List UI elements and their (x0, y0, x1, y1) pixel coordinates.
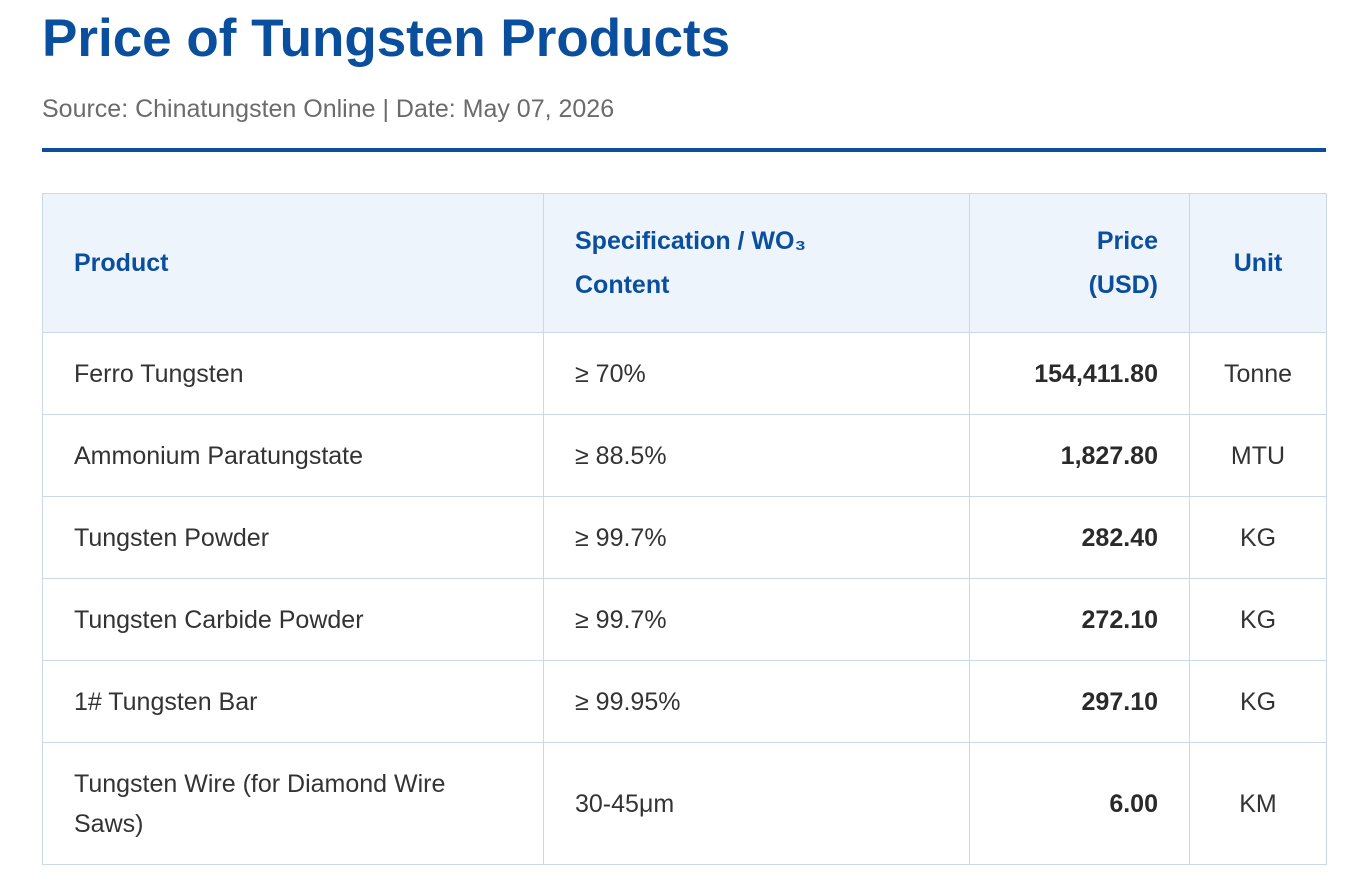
product-cell: Tungsten Wire (for Diamond Wire Saws) (42, 742, 544, 865)
unit-cell: Tonne (1189, 332, 1327, 415)
column-header-specification: Specification / WO₃ Content (543, 193, 970, 333)
column-header-product: Product (42, 193, 544, 333)
column-header-price: Price (USD) (969, 193, 1190, 333)
spec-cell: 30-45μm (543, 742, 970, 865)
table-row: Tungsten Carbide Powder ≥ 99.7% 272.10 K… (42, 578, 1327, 661)
spec-cell: ≥ 88.5% (543, 414, 970, 497)
page-title: Price of Tungsten Products (42, 9, 731, 68)
price-cell: 6.00 (969, 742, 1190, 865)
table-row: Tungsten Powder ≥ 99.7% 282.40 KG (42, 496, 1327, 579)
product-cell: Tungsten Powder (42, 496, 544, 579)
table-header-row: Product Specification / WO₃ Content Price… (42, 193, 1327, 333)
price-cell: 272.10 (969, 578, 1190, 661)
source-date-line: Source: Chinatungsten Online | Date: May… (42, 95, 615, 123)
table-row: 1# Tungsten Bar ≥ 99.95% 297.10 KG (42, 660, 1327, 743)
price-table: Product Specification / WO₃ Content Price… (42, 193, 1327, 865)
product-cell: Ferro Tungsten (42, 332, 544, 415)
spec-cell: ≥ 99.95% (543, 660, 970, 743)
unit-cell: MTU (1189, 414, 1327, 497)
product-cell: Ammonium Paratungstate (42, 414, 544, 497)
unit-cell: KG (1189, 660, 1327, 743)
unit-cell: KG (1189, 578, 1327, 661)
price-cell: 282.40 (969, 496, 1190, 579)
table-row: Ammonium Paratungstate ≥ 88.5% 1,827.80 … (42, 414, 1327, 497)
price-cell: 154,411.80 (969, 332, 1190, 415)
table-row: Tungsten Wire (for Diamond Wire Saws) 30… (42, 742, 1327, 865)
spec-cell: ≥ 99.7% (543, 578, 970, 661)
price-cell: 1,827.80 (969, 414, 1190, 497)
unit-cell: KG (1189, 496, 1327, 579)
price-cell: 297.10 (969, 660, 1190, 743)
title-divider (42, 148, 1326, 152)
unit-cell: KM (1189, 742, 1327, 865)
column-header-unit: Unit (1189, 193, 1327, 333)
spec-cell: ≥ 99.7% (543, 496, 970, 579)
spec-cell: ≥ 70% (543, 332, 970, 415)
product-cell: Tungsten Carbide Powder (42, 578, 544, 661)
table-row: Ferro Tungsten ≥ 70% 154,411.80 Tonne (42, 332, 1327, 415)
product-cell: 1# Tungsten Bar (42, 660, 544, 743)
